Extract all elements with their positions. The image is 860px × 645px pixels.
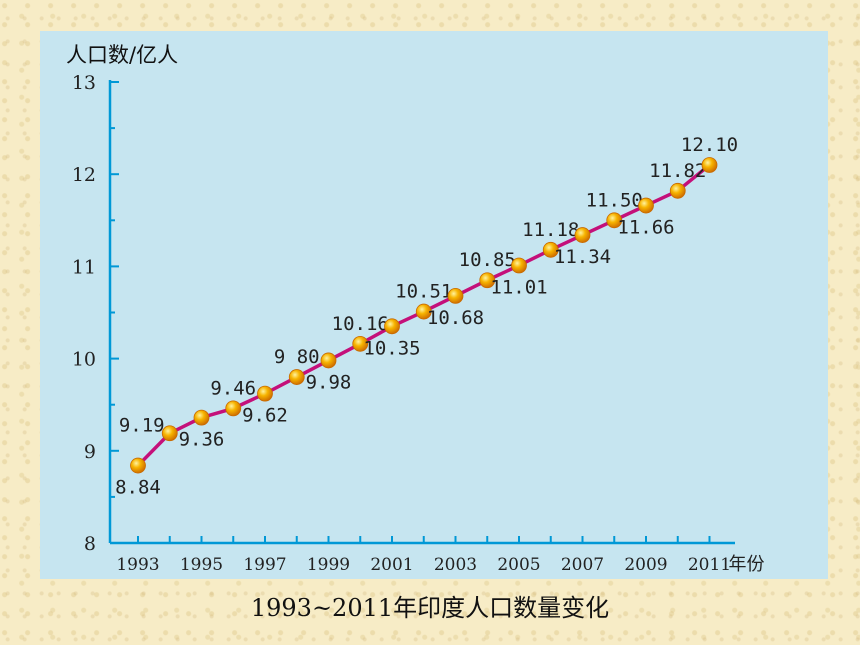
- y-axis-title: 人口数/亿人: [66, 43, 178, 67]
- x-tick-label: 2011: [688, 555, 731, 575]
- data-point-marker: [638, 197, 654, 214]
- x-tick-label: 1993: [116, 555, 159, 575]
- data-point-marker: [415, 303, 432, 320]
- data-label: 11.18: [522, 219, 579, 241]
- data-label: 11.01: [490, 276, 547, 298]
- x-tick-label: 2009: [624, 555, 667, 575]
- data-label: 9.98: [306, 371, 352, 393]
- data-point-marker: [130, 457, 146, 474]
- data-label: 11.34: [554, 246, 611, 268]
- x-axis-title: 年份: [729, 554, 765, 575]
- data-point-marker: [669, 182, 686, 199]
- data-label: 9.46: [210, 377, 256, 399]
- x-tick-label: 2005: [497, 555, 540, 575]
- data-point-marker: [161, 425, 178, 442]
- data-label: 9.62: [242, 405, 288, 427]
- data-point-marker: [479, 272, 496, 289]
- data-point-marker: [225, 400, 242, 417]
- data-point-marker: [701, 157, 718, 173]
- data-point-marker: [193, 409, 210, 426]
- data-label: 9.19: [119, 414, 165, 436]
- data-label: 10.68: [427, 307, 484, 329]
- x-tick-label: 2007: [561, 555, 604, 575]
- data-label: 9 80: [274, 346, 320, 368]
- data-point-marker: [320, 352, 337, 369]
- data-label: 11.50: [586, 189, 643, 211]
- data-label: 10.16: [332, 313, 389, 335]
- y-tick-label: 9: [84, 441, 96, 463]
- data-point-marker: [288, 369, 305, 385]
- data-label: 10.85: [459, 249, 516, 271]
- data-point-marker: [257, 385, 273, 402]
- data-label: 10.51: [395, 281, 452, 303]
- y-tick-label: 13: [72, 72, 96, 94]
- data-label: 8.84: [115, 477, 161, 499]
- data-label: 12.10: [681, 134, 738, 156]
- data-point-marker: [352, 335, 369, 352]
- x-tick-label: 2003: [434, 555, 477, 575]
- x-tick-label: 1999: [307, 555, 350, 575]
- x-tick-label: 1995: [180, 555, 223, 575]
- data-label: 11.66: [617, 217, 674, 239]
- data-label: 10.35: [363, 337, 420, 359]
- data-point-marker: [606, 212, 623, 229]
- data-label: 9.36: [179, 429, 225, 451]
- data-point-marker: [447, 288, 464, 304]
- y-tick-label: 8: [84, 533, 96, 555]
- x-tick-label: 2001: [370, 555, 413, 575]
- data-point-marker: [384, 318, 400, 335]
- data-label: 11.82: [649, 160, 706, 182]
- y-tick-label: 12: [72, 164, 96, 186]
- chart-caption: 1993~2011年印度人口数量变化: [250, 594, 610, 622]
- y-tick-label: 11: [72, 256, 96, 278]
- data-point-marker: [574, 227, 591, 243]
- y-tick-label: 10: [72, 349, 96, 371]
- data-point-marker: [542, 241, 559, 258]
- x-tick-label: 1997: [243, 555, 286, 575]
- data-point-marker: [511, 257, 527, 274]
- axes: 8 9 10 11 12 13 1993 1995 1997 1999 2001 2003 2005 20…: [72, 72, 765, 575]
